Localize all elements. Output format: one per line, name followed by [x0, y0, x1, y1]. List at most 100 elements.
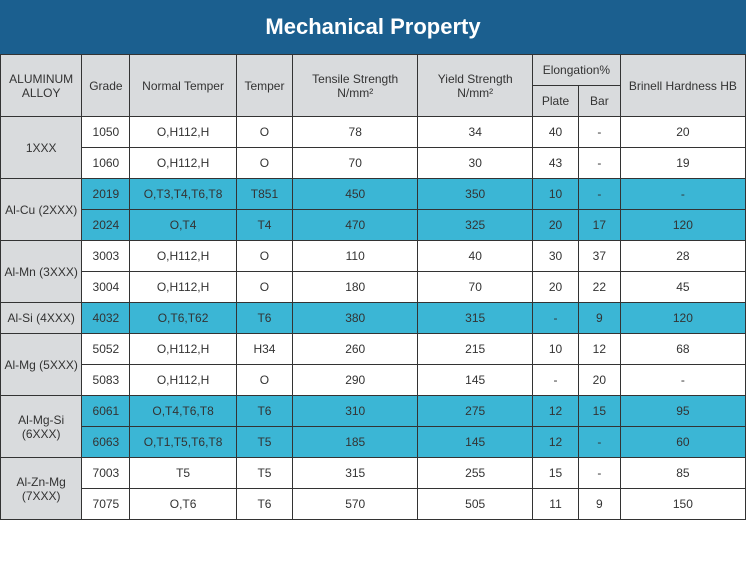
temper-cell: O [236, 148, 292, 179]
col-temper: Temper [236, 55, 292, 117]
grade-cell: 2024 [82, 210, 130, 241]
hb-cell: 60 [620, 427, 745, 458]
grade-cell: 6063 [82, 427, 130, 458]
hb-cell: 120 [620, 210, 745, 241]
temper-cell: O [236, 117, 292, 148]
plate-cell: 40 [533, 117, 579, 148]
tensile-cell: 470 [293, 210, 418, 241]
yield-cell: 275 [418, 396, 533, 427]
grade-cell: 6061 [82, 396, 130, 427]
table-header: ALUMINUM ALLOY Grade Normal Temper Tempe… [1, 55, 746, 117]
normal-temper-cell: O,H112,H [130, 117, 236, 148]
plate-cell: - [533, 303, 579, 334]
bar-cell: 12 [578, 334, 620, 365]
plate-cell: 10 [533, 334, 579, 365]
table-row: 7075O,T6T6570505119150 [1, 489, 746, 520]
temper-cell: T6 [236, 489, 292, 520]
plate-cell: 43 [533, 148, 579, 179]
plate-cell: 15 [533, 458, 579, 489]
bar-cell: 9 [578, 489, 620, 520]
tensile-cell: 450 [293, 179, 418, 210]
normal-temper-cell: O,H112,H [130, 365, 236, 396]
table-row: 1060O,H112,HO703043-19 [1, 148, 746, 179]
temper-cell: T6 [236, 396, 292, 427]
normal-temper-cell: O,T1,T5,T6,T8 [130, 427, 236, 458]
yield-cell: 315 [418, 303, 533, 334]
alloy-cell: 1XXX [1, 117, 82, 179]
plate-cell: 20 [533, 210, 579, 241]
table-row: Al-Mg (5XXX)5052O,H112,HH34260215101268 [1, 334, 746, 365]
grade-cell: 3004 [82, 272, 130, 303]
table-row: Al-Mn (3XXX)3003O,H112,HO11040303728 [1, 241, 746, 272]
hb-cell: - [620, 365, 745, 396]
normal-temper-cell: O,H112,H [130, 272, 236, 303]
yield-cell: 255 [418, 458, 533, 489]
yield-cell: 34 [418, 117, 533, 148]
table-row: 3004O,H112,HO18070202245 [1, 272, 746, 303]
normal-temper-cell: O,T4 [130, 210, 236, 241]
grade-cell: 1060 [82, 148, 130, 179]
plate-cell: - [533, 365, 579, 396]
temper-cell: O [236, 365, 292, 396]
temper-cell: O [236, 241, 292, 272]
alloy-cell: Al-Zn-Mg (7XXX) [1, 458, 82, 520]
hb-cell: 19 [620, 148, 745, 179]
mechanical-property-panel: Mechanical Property ALUMINUM ALLOY Grade… [0, 0, 746, 520]
normal-temper-cell: O,T3,T4,T6,T8 [130, 179, 236, 210]
tensile-cell: 110 [293, 241, 418, 272]
table-row: Al-Mg-Si (6XXX)6061O,T4,T6,T8T6310275121… [1, 396, 746, 427]
col-grade: Grade [82, 55, 130, 117]
tensile-cell: 78 [293, 117, 418, 148]
plate-cell: 11 [533, 489, 579, 520]
yield-cell: 325 [418, 210, 533, 241]
grade-cell: 4032 [82, 303, 130, 334]
yield-cell: 215 [418, 334, 533, 365]
tensile-cell: 70 [293, 148, 418, 179]
grade-cell: 5052 [82, 334, 130, 365]
tensile-cell: 310 [293, 396, 418, 427]
temper-cell: H34 [236, 334, 292, 365]
table-row: 6063O,T1,T5,T6,T8T518514512-60 [1, 427, 746, 458]
bar-cell: - [578, 117, 620, 148]
bar-cell: 20 [578, 365, 620, 396]
grade-cell: 7003 [82, 458, 130, 489]
table-row: Al-Cu (2XXX)2019O,T3,T4,T6,T8T8514503501… [1, 179, 746, 210]
bar-cell: 37 [578, 241, 620, 272]
tensile-cell: 570 [293, 489, 418, 520]
table-row: 5083O,H112,HO290145-20- [1, 365, 746, 396]
alloy-cell: Al-Cu (2XXX) [1, 179, 82, 241]
tensile-cell: 315 [293, 458, 418, 489]
normal-temper-cell: O,T6,T62 [130, 303, 236, 334]
col-plate: Plate [533, 86, 579, 117]
plate-cell: 12 [533, 396, 579, 427]
col-yield: Yield Strength N/mm² [418, 55, 533, 117]
bar-cell: 15 [578, 396, 620, 427]
temper-cell: T851 [236, 179, 292, 210]
normal-temper-cell: T5 [130, 458, 236, 489]
bar-cell: - [578, 148, 620, 179]
hb-cell: 120 [620, 303, 745, 334]
hb-cell: 20 [620, 117, 745, 148]
alloy-cell: Al-Si (4XXX) [1, 303, 82, 334]
col-alloy: ALUMINUM ALLOY [1, 55, 82, 117]
tensile-cell: 260 [293, 334, 418, 365]
normal-temper-cell: O,H112,H [130, 148, 236, 179]
yield-cell: 30 [418, 148, 533, 179]
hb-cell: 150 [620, 489, 745, 520]
normal-temper-cell: O,T6 [130, 489, 236, 520]
col-bar: Bar [578, 86, 620, 117]
tensile-cell: 180 [293, 272, 418, 303]
hb-cell: - [620, 179, 745, 210]
yield-cell: 350 [418, 179, 533, 210]
bar-cell: 9 [578, 303, 620, 334]
normal-temper-cell: O,H112,H [130, 241, 236, 272]
yield-cell: 40 [418, 241, 533, 272]
temper-cell: T6 [236, 303, 292, 334]
table-row: Al-Si (4XXX)4032O,T6,T62T6380315-9120 [1, 303, 746, 334]
yield-cell: 145 [418, 365, 533, 396]
grade-cell: 2019 [82, 179, 130, 210]
bar-cell: - [578, 427, 620, 458]
alloy-cell: Al-Mg (5XXX) [1, 334, 82, 396]
col-tensile: Tensile Strength N/mm² [293, 55, 418, 117]
temper-cell: O [236, 272, 292, 303]
